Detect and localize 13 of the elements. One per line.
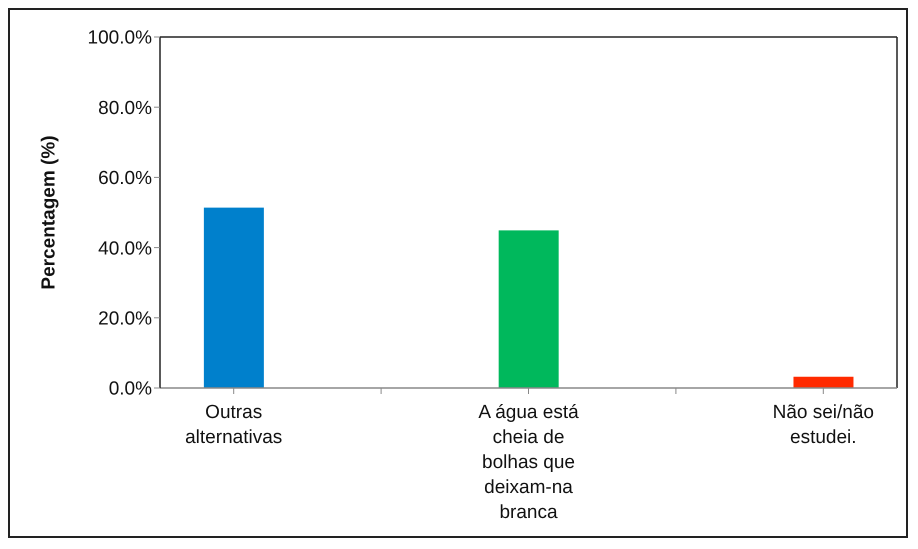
y-tick-label: 40.0% [98,238,152,260]
y-tick-label: 20.0% [98,308,152,330]
x-tick-label: A água está cheia de bolhas que deixam-na branca [478,402,580,523]
y-axis-title: Percentagem (%) [38,135,60,290]
y-tick-label: 100.0% [88,28,152,49]
y-tick-label: 80.0% [98,98,152,119]
bar [498,230,559,388]
bar [793,376,854,388]
bar [204,208,264,388]
y-tick-label: 60.0% [98,168,152,190]
y-tick-label: 0.0% [108,378,152,400]
x-tick-label: Outras alternativas [185,402,282,448]
x-tick-label: Não sei/não estudei. [772,402,874,448]
